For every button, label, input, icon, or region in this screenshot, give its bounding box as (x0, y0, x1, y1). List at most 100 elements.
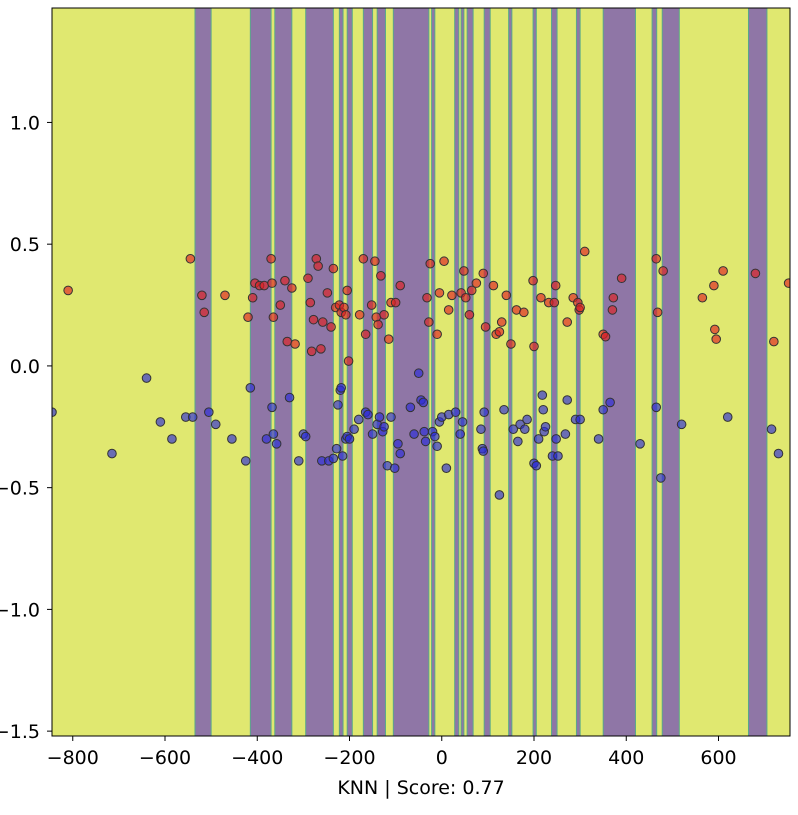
data-point-class-0 (155, 417, 166, 427)
y-tick-label: 0.0 (10, 356, 40, 378)
decision-region-band (508, 8, 512, 736)
data-point-class-0 (562, 395, 573, 405)
data-point-class-1 (575, 302, 585, 313)
data-point-class-0 (494, 490, 505, 500)
data-point-class-0 (513, 436, 523, 447)
data-point-class-1 (536, 292, 546, 303)
data-point-class-0 (336, 383, 347, 393)
data-point-class-0 (430, 431, 440, 442)
data-point-class-1 (658, 266, 668, 276)
data-point-class-1 (341, 309, 351, 320)
data-point-class-0 (560, 429, 571, 439)
data-point-class-0 (107, 448, 117, 459)
data-point-class-0 (538, 404, 549, 415)
data-point-class-1 (379, 309, 389, 320)
data-point-class-1 (769, 336, 779, 347)
decision-region-band (461, 8, 464, 736)
data-point-class-1 (390, 297, 401, 308)
data-point-class-0 (267, 402, 277, 413)
decision-region-band (363, 8, 373, 736)
data-point-class-1 (358, 253, 369, 264)
data-point-class-1 (443, 305, 454, 315)
x-tick-label: −200 (323, 747, 375, 769)
data-point-class-1 (480, 322, 491, 332)
data-point-class-0 (210, 419, 221, 430)
data-point-class-0 (167, 434, 177, 444)
data-point-class-1 (424, 317, 434, 327)
data-point-class-1 (354, 309, 365, 320)
data-point-class-1 (519, 307, 529, 318)
data-point-class-0 (455, 429, 466, 439)
data-point-class-0 (450, 407, 461, 417)
data-points (52, 246, 790, 500)
data-point-class-0 (141, 373, 152, 383)
data-point-class-0 (333, 400, 343, 410)
data-point-class-0 (635, 439, 645, 449)
data-point-class-1 (342, 285, 353, 296)
x-tick-label: −600 (139, 747, 191, 769)
data-point-class-0 (227, 434, 237, 444)
data-point-class-1 (562, 317, 573, 327)
data-point-class-1 (306, 346, 317, 357)
data-point-class-0 (457, 417, 468, 427)
data-point-class-0 (676, 419, 687, 430)
data-point-class-1 (303, 273, 313, 284)
data-point-class-1 (287, 283, 297, 293)
decision-region-band (662, 8, 680, 736)
data-point-class-1 (496, 317, 507, 327)
data-point-class-1 (425, 258, 436, 269)
data-point-class-0 (651, 402, 662, 413)
data-point-class-1 (266, 253, 276, 264)
decision-region-band (274, 8, 292, 736)
data-point-class-1 (501, 290, 512, 301)
data-point-class-1 (710, 324, 720, 335)
data-point-class-1 (466, 285, 477, 296)
y-tick-label: −1.5 (0, 721, 40, 743)
data-point-class-0 (413, 368, 424, 379)
plot-area (52, 8, 790, 736)
data-point-class-1 (282, 336, 293, 347)
data-point-class-0 (271, 439, 282, 449)
data-point-class-1 (459, 266, 469, 276)
decision-region-band (454, 8, 459, 736)
data-point-class-1 (275, 300, 286, 310)
data-point-class-0 (593, 434, 604, 444)
data-point-class-1 (579, 246, 590, 257)
data-point-class-0 (374, 412, 385, 422)
data-point-class-0 (441, 463, 452, 473)
data-point-class-0 (575, 414, 585, 425)
decision-region-band (551, 8, 558, 736)
data-point-class-0 (479, 407, 489, 417)
data-point-class-0 (409, 429, 419, 439)
data-point-class-1 (478, 268, 489, 279)
data-point-class-1 (290, 339, 300, 349)
data-point-class-1 (600, 331, 611, 342)
data-point-class-0 (240, 456, 251, 466)
data-point-class-0 (419, 426, 430, 437)
data-point-class-1 (305, 297, 316, 308)
decision-region-band (748, 8, 767, 736)
data-point-class-1 (651, 253, 662, 264)
y-tick-label: 0.5 (10, 234, 40, 256)
data-point-class-0 (395, 448, 406, 459)
data-point-class-1 (326, 322, 336, 332)
data-point-class-1 (243, 312, 253, 323)
decision-region-band (347, 8, 353, 736)
data-point-class-1 (316, 344, 326, 354)
data-point-class-0 (268, 429, 279, 439)
data-point-class-0 (766, 424, 777, 435)
data-point-class-1 (370, 256, 380, 267)
decision-region-band (339, 8, 344, 736)
decision-region-band (393, 8, 429, 736)
data-point-class-0 (331, 443, 342, 454)
data-point-class-0 (476, 424, 486, 435)
data-point-class-0 (508, 424, 519, 435)
data-point-class-0 (367, 429, 378, 439)
data-point-class-0 (656, 473, 666, 483)
data-point-class-1 (197, 290, 207, 301)
data-point-class-1 (366, 300, 377, 310)
data-point-class-0 (418, 397, 429, 408)
x-tick-label: −800 (47, 747, 99, 769)
x-tick-label: 400 (608, 747, 644, 769)
y-tick-label: 1.0 (10, 112, 40, 134)
